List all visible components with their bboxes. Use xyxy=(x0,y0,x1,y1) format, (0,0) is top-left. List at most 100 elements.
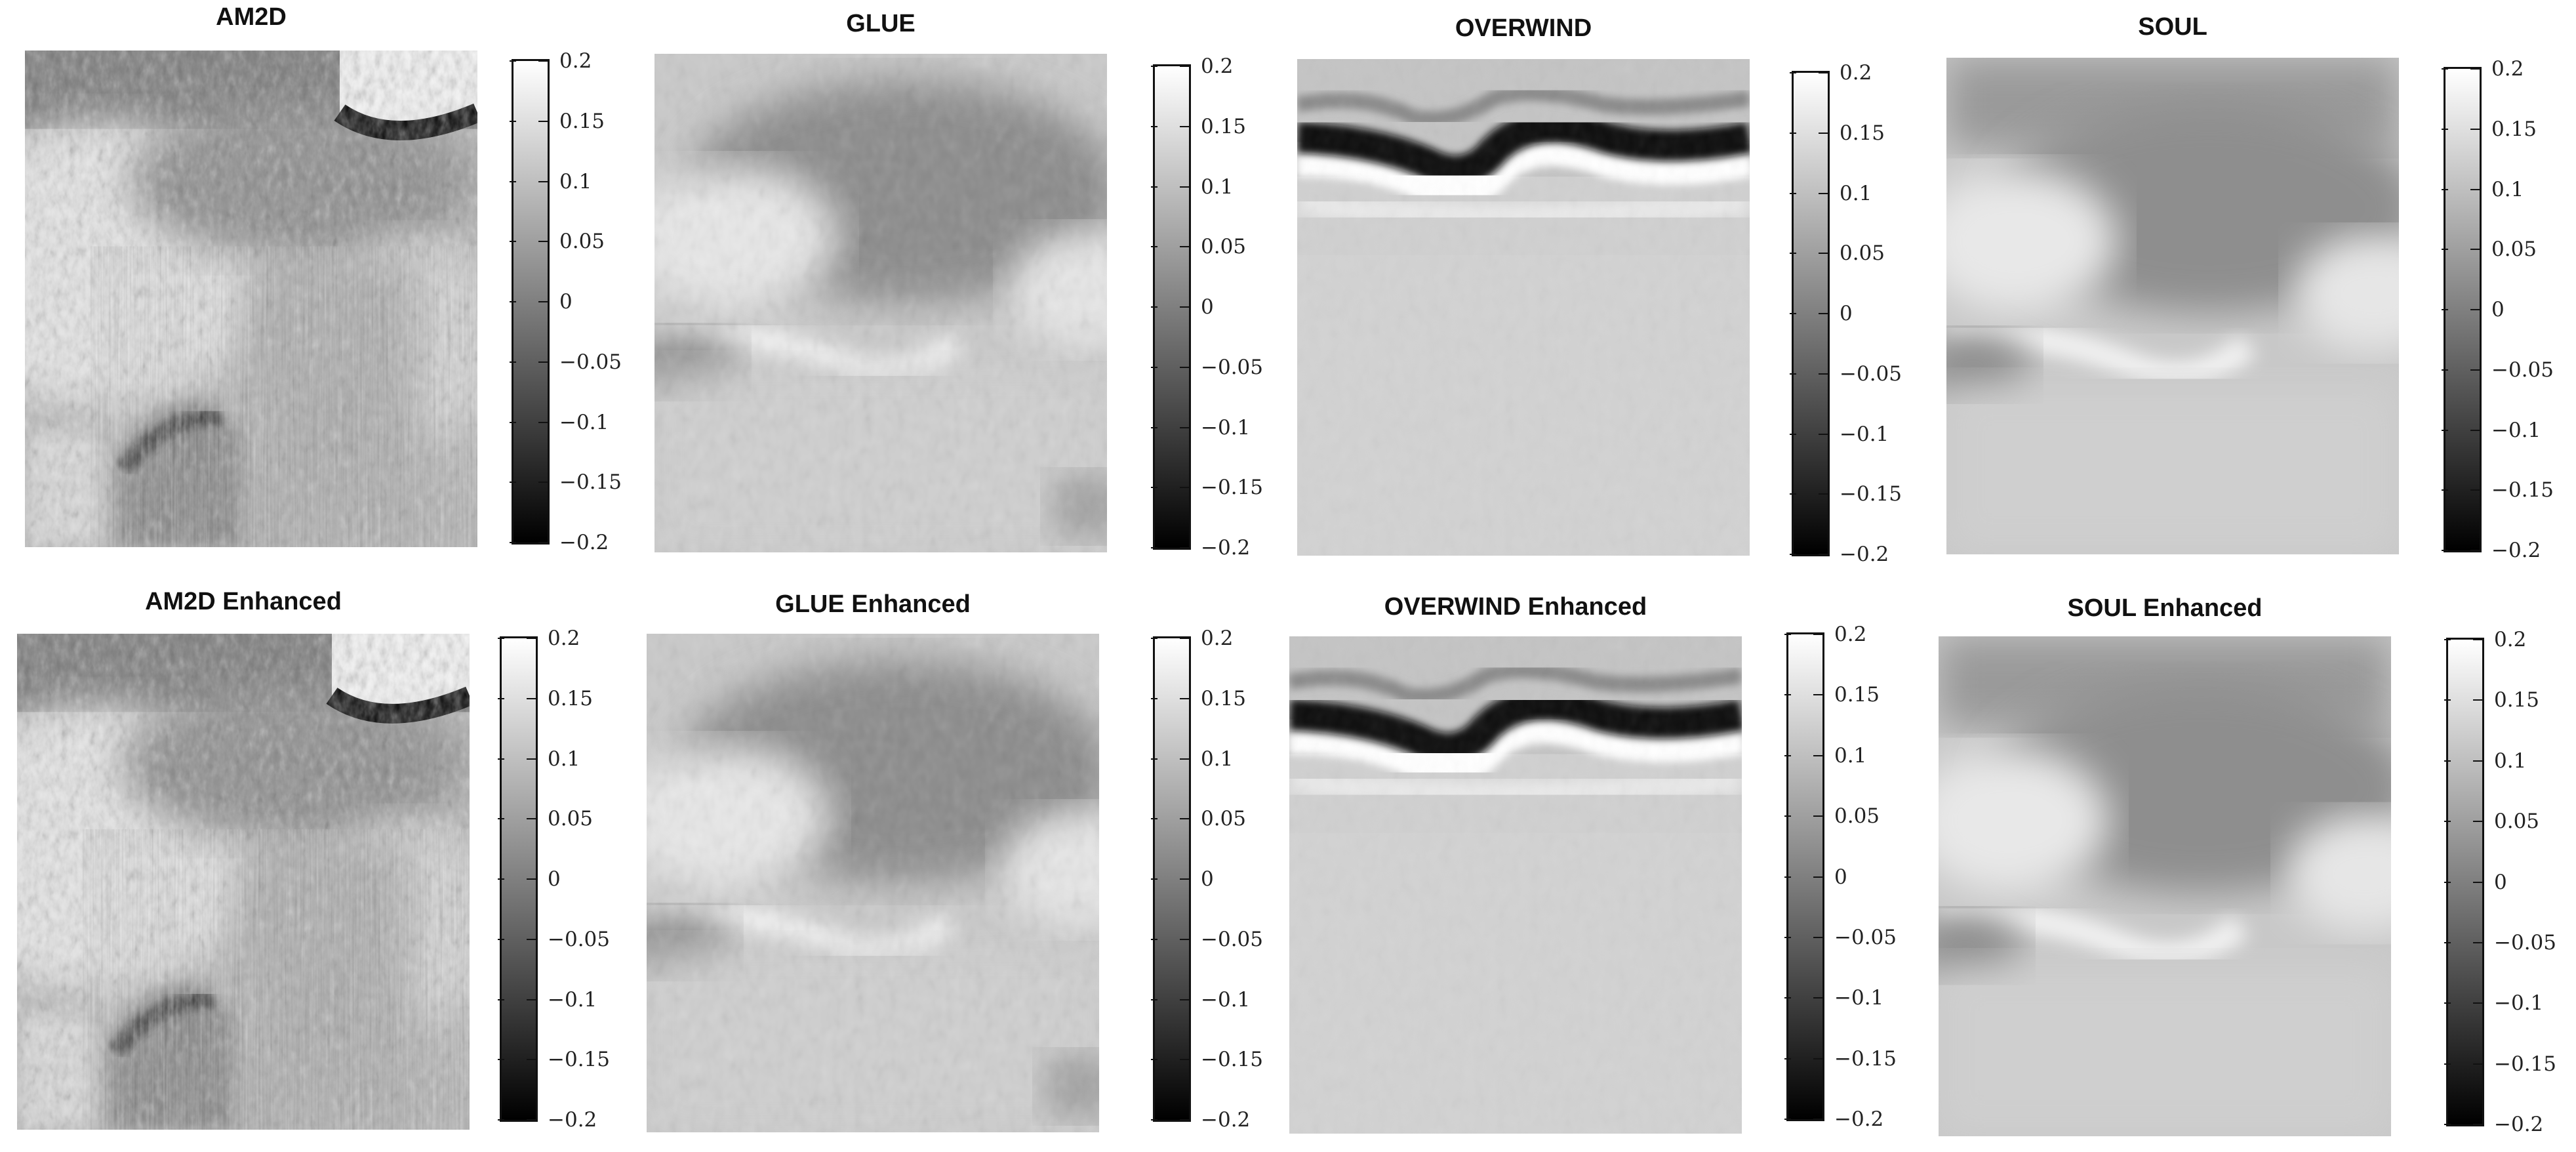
panel-title: OVERWIND xyxy=(1455,14,1592,42)
tick-mark-right xyxy=(2473,941,2482,943)
colorbar-tick-label: 0.05 xyxy=(559,230,605,254)
elastography-image xyxy=(654,54,1107,552)
tick-mark-left xyxy=(2444,821,2451,823)
tick-mark-right xyxy=(1180,758,1189,760)
colorbar-tick-label: −0.05 xyxy=(1840,361,1902,386)
colorbar: 0.2 0.15 0.1 0.05 0 −0.05 −0.1 −0.15 −0.2 xyxy=(1151,627,1263,1132)
tick-mark-right xyxy=(1180,186,1189,188)
tick-mark-right xyxy=(1180,366,1189,368)
colorbar-tick-label: −0.05 xyxy=(1201,355,1263,379)
colorbar-tick-label: 0.2 xyxy=(1201,54,1234,78)
tick-mark-left xyxy=(1790,192,1796,194)
tick-mark-left xyxy=(1790,493,1796,495)
tick-mark-left xyxy=(1151,638,1157,639)
colorbar-tick-label: 0.1 xyxy=(559,169,592,194)
tick-mark-left xyxy=(2444,1124,2451,1125)
tick-mark-right xyxy=(2473,639,2482,640)
colorbar: 0.2 0.15 0.1 0.05 0 −0.05 −0.1 −0.15 −0.2 xyxy=(510,49,622,554)
colorbar-tick-label: −0.15 xyxy=(1201,1048,1263,1072)
tick-mark-right xyxy=(1180,818,1189,820)
tick-mark-left xyxy=(2442,429,2448,431)
colorbar-tick-label: −0.15 xyxy=(548,1048,610,1072)
tick-mark-right xyxy=(1180,1059,1189,1061)
tick-mark-right xyxy=(538,421,548,423)
tick-mark-right xyxy=(1819,373,1828,375)
tick-mark-left xyxy=(2444,1063,2451,1065)
tick-mark-right xyxy=(1180,878,1189,880)
colorbar-tick-label: −0.1 xyxy=(2494,991,2544,1016)
tick-mark-right xyxy=(1180,938,1189,940)
tick-mark-left xyxy=(1790,554,1796,555)
tick-mark-left xyxy=(1790,373,1796,375)
tick-mark-left xyxy=(1151,487,1157,489)
tick-mark-left xyxy=(510,241,516,243)
colorbar: 0.2 0.15 0.1 0.05 0 −0.05 −0.1 −0.15 −0.2 xyxy=(498,627,610,1132)
colorbar-tick-label: 0 xyxy=(1201,295,1214,319)
tick-mark-right xyxy=(2470,68,2480,70)
tick-mark-left xyxy=(1151,246,1157,248)
colorbar-tick-label: 0.05 xyxy=(548,807,594,831)
colorbar-tick-label: 0.1 xyxy=(1201,747,1234,771)
tick-mark-left xyxy=(510,120,516,122)
colorbar-tick-label: 0.15 xyxy=(1201,114,1247,138)
elastography-image xyxy=(1939,636,2391,1136)
tick-mark-left xyxy=(2442,188,2448,190)
tick-mark-left xyxy=(1784,1119,1791,1120)
tick-mark-left xyxy=(1151,547,1157,548)
tick-mark-right xyxy=(1813,694,1822,696)
tick-mark-right xyxy=(1819,132,1828,134)
tick-mark-right xyxy=(1813,634,1822,635)
tick-mark-left xyxy=(2442,550,2448,551)
colorbar-tick-label: 0 xyxy=(2494,870,2507,894)
tick-mark-right xyxy=(2470,550,2480,551)
tick-mark-right xyxy=(1813,997,1822,999)
colorbar-tick-label: 0.2 xyxy=(559,49,592,73)
colorbar-tick-label: 0.05 xyxy=(1840,241,1885,266)
colorbar-tick-label: 0.15 xyxy=(1834,683,1880,707)
tick-mark-left xyxy=(1784,694,1791,696)
tick-mark-right xyxy=(527,998,536,1000)
colorbar-tick-label: −0.15 xyxy=(1201,476,1263,500)
colorbar-tick-label: −0.2 xyxy=(1840,543,1889,566)
tick-mark-right xyxy=(527,1119,536,1121)
tick-mark-right xyxy=(1813,1119,1822,1120)
panel-title: OVERWIND Enhanced xyxy=(1384,593,1647,621)
tick-mark-left xyxy=(498,878,504,880)
tick-mark-left xyxy=(510,482,516,483)
colorbar-tick-label: 0 xyxy=(1834,865,1847,889)
colorbar-tick-label: 0.15 xyxy=(2491,117,2537,141)
colorbar-tick-label: −0.1 xyxy=(1834,986,1884,1010)
tick-mark-left xyxy=(1790,313,1796,314)
elastography-image xyxy=(647,634,1099,1132)
colorbar-tick-label: −0.15 xyxy=(2491,478,2554,503)
tick-mark-right xyxy=(1180,125,1189,127)
colorbar-tick-label: 0 xyxy=(1201,867,1214,891)
tick-mark-left xyxy=(1151,66,1157,67)
elastography-image xyxy=(17,634,470,1130)
tick-mark-right xyxy=(2473,1063,2482,1065)
tick-mark-left xyxy=(1784,754,1791,756)
colorbar-tick-label: −0.15 xyxy=(1834,1046,1897,1071)
tick-mark-right xyxy=(538,180,548,182)
tick-mark-left xyxy=(510,361,516,363)
colorbar-tick-label: 0.15 xyxy=(548,686,594,710)
tick-mark-left xyxy=(1784,815,1791,817)
tick-mark-right xyxy=(2473,699,2482,701)
tick-mark-left xyxy=(498,1059,504,1061)
tick-mark-right xyxy=(527,638,536,639)
tick-mark-right xyxy=(527,697,536,699)
colorbar-tick-label: −0.05 xyxy=(1834,925,1897,949)
tick-mark-right xyxy=(538,301,548,302)
tick-mark-left xyxy=(510,542,516,543)
tick-mark-left xyxy=(498,818,504,820)
colorbar-tick-label: 0.1 xyxy=(2494,749,2527,773)
colorbar-tick-label: −0.1 xyxy=(548,987,597,1012)
tick-mark-left xyxy=(1151,366,1157,368)
colorbar-tick-label: 0.15 xyxy=(559,109,605,133)
tick-mark-right xyxy=(1819,192,1828,194)
tick-mark-right xyxy=(2470,188,2480,190)
colorbar-tick-label: 0.05 xyxy=(2491,237,2537,262)
tick-mark-right xyxy=(1819,253,1828,255)
tick-mark-right xyxy=(1813,936,1822,938)
colorbar-tick-label: −0.2 xyxy=(559,531,609,554)
